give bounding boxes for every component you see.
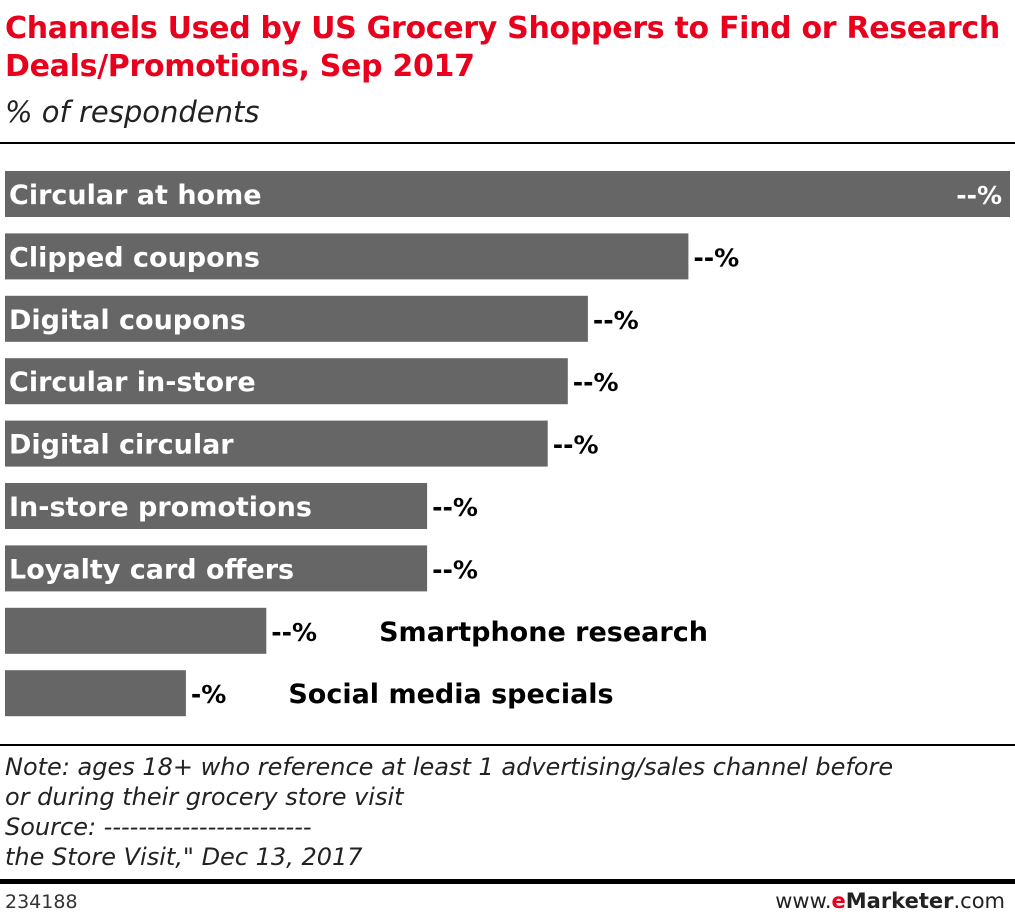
value-label: --% (432, 493, 478, 522)
bar (5, 233, 689, 280)
value-label: --% (271, 618, 317, 647)
value-label: --% (553, 431, 599, 460)
brand-suffix: .com (953, 889, 1005, 913)
bar (5, 420, 548, 467)
brand-prefix: www. (775, 889, 832, 913)
chart-title: Channels Used by US Grocery Shoppers to … (5, 11, 1000, 84)
category-label: Clipped coupons (9, 242, 260, 273)
note-line: Note: ages 18+ who reference at least 1 … (5, 753, 894, 781)
note-divider (0, 744, 1015, 746)
category-label: In-store promotions (9, 492, 312, 523)
bar (5, 295, 588, 342)
category-label: Circular at home (9, 180, 262, 211)
category-label: Digital coupons (9, 305, 246, 336)
category-label: Digital circular (9, 430, 234, 461)
title-divider (0, 142, 1015, 144)
chart-note: Note: ages 18+ who reference at least 1 … (5, 752, 1010, 872)
note-line: or during their grocery store visit (5, 783, 404, 811)
value-label: -% (191, 680, 226, 709)
value-label: --% (956, 181, 1002, 210)
brand-e: e (831, 889, 846, 913)
category-label: Loyalty card offers (9, 554, 294, 585)
bar-chart: Circular at home --% Clipped coupons --% Dig… (5, 171, 1010, 717)
category-label: Circular in-store (9, 367, 256, 398)
chart-id: 234188 (5, 891, 78, 913)
value-label: --% (432, 555, 478, 584)
source-line: the Store Visit," Dec 13, 2017 (5, 843, 363, 871)
bar (5, 358, 568, 405)
value-label: --% (573, 368, 619, 397)
brand-name: Marketer (845, 889, 954, 913)
bar (5, 670, 186, 717)
bar (5, 545, 428, 592)
source-line: Source: ------------------------ (5, 813, 312, 841)
category-label: Social media specials (288, 679, 613, 710)
footer-divider (0, 879, 1015, 884)
bar (5, 171, 1010, 217)
value-label: --% (693, 243, 739, 272)
bar (5, 483, 428, 529)
chart-subtitle: % of respondents (5, 95, 260, 129)
value-label: --% (593, 306, 639, 335)
category-label: Smartphone research (379, 617, 708, 648)
bar (5, 607, 267, 654)
brand-logo[interactable]: www.eMarketer.com (775, 889, 1005, 913)
